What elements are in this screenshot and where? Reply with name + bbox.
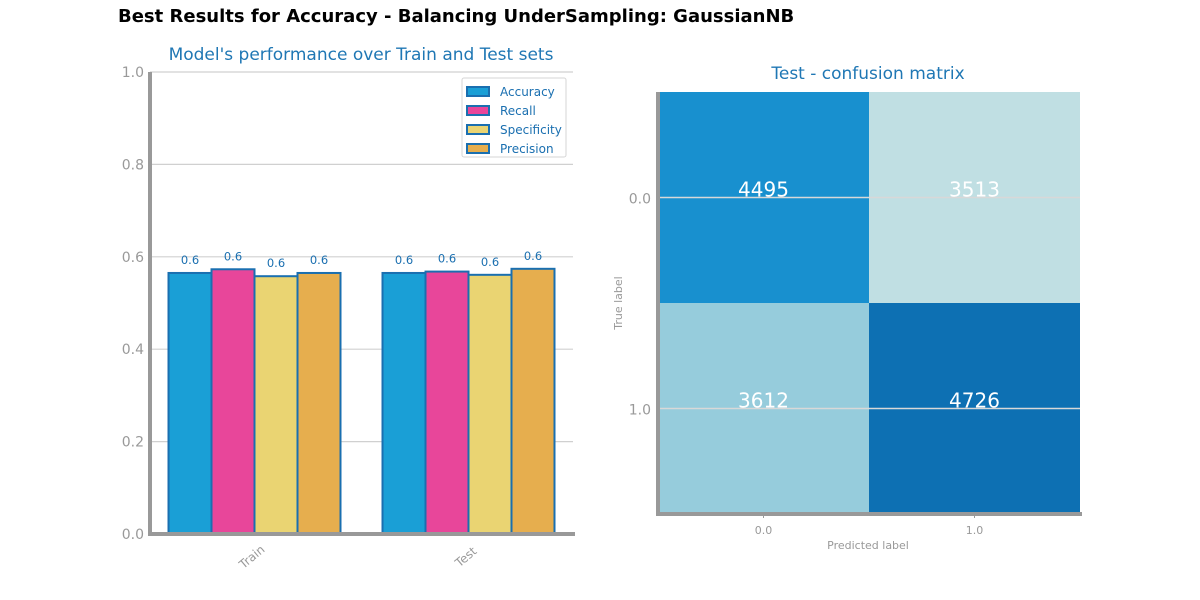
bar-value-label: 0.6 [310, 253, 328, 267]
matrix-cell-value: 4495 [738, 178, 789, 202]
matrix-cell-value: 3513 [949, 178, 1000, 202]
y-tick-label: 0.2 [122, 435, 144, 451]
matrix-cell-value: 3612 [738, 389, 789, 413]
matrix-x-axis-label: Predicted label [827, 539, 909, 552]
bar-value-label: 0.6 [524, 249, 542, 263]
legend-swatch [466, 124, 490, 135]
legend-label: Accuracy [500, 85, 555, 99]
bar-recall-test [424, 270, 470, 535]
bar-value-label: 0.6 [395, 253, 413, 267]
bar-value-label: 0.6 [181, 253, 199, 267]
matrix-title: Test - confusion matrix [770, 64, 964, 84]
x-tick-label: Train [236, 542, 268, 572]
y-tick-label: 1.0 [122, 65, 144, 81]
legend-swatch [466, 105, 490, 116]
matrix-y-tick-label: 0.0 [629, 192, 651, 208]
bar-recall-train [210, 268, 256, 535]
legend-swatch [466, 86, 490, 97]
legend-swatch [466, 143, 490, 154]
legend-label: Specificity [500, 123, 562, 137]
bar-precision-test [510, 267, 556, 535]
bar-value-label: 0.6 [481, 255, 499, 269]
matrix-y-axis-label: True label [612, 276, 625, 330]
bar-accuracy-train [167, 271, 213, 535]
matrix-cell-value: 4726 [949, 389, 1000, 413]
matrix-x-tick-label: 0.0 [755, 524, 773, 537]
bar-value-label: 0.6 [438, 252, 456, 266]
matrix-x-tick-label: 1.0 [966, 524, 984, 537]
y-tick-label: 0.6 [122, 250, 144, 266]
matrix-y-tick-label: 1.0 [629, 403, 651, 419]
bar-accuracy-test [381, 271, 427, 535]
bar-value-label: 0.6 [267, 256, 285, 270]
bar-specificity-train [253, 275, 299, 535]
legend-label: Precision [500, 142, 554, 156]
legend-box [461, 77, 567, 158]
y-tick-label: 0.0 [122, 527, 144, 543]
y-tick-label: 0.8 [122, 157, 144, 173]
bar-value-label: 0.6 [224, 249, 242, 263]
y-tick-label: 0.4 [122, 342, 144, 358]
figure-title: Best Results for Accuracy - Balancing Un… [118, 6, 795, 27]
bar-specificity-test [467, 273, 513, 535]
bar-precision-train [296, 271, 342, 535]
bar-chart-title: Model's performance over Train and Test … [169, 45, 554, 65]
x-tick-label: Test [452, 544, 480, 571]
legend-label: Recall [500, 104, 536, 118]
